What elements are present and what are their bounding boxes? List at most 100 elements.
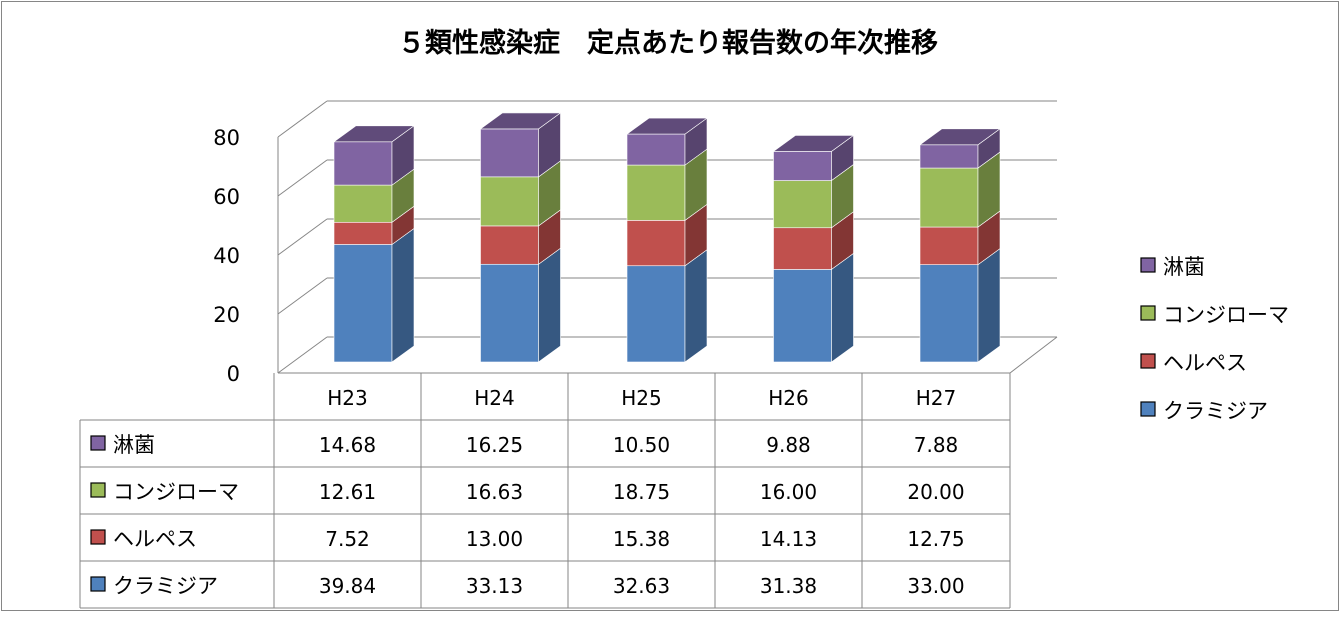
bar-segment-H24-1 [480,209,561,265]
table-cell: 15.38 [613,527,670,551]
legend-key [1140,401,1156,417]
bar-segment-H25-2 [626,148,708,221]
bar-front [919,226,979,265]
bar-front [626,133,686,166]
bar-side [538,247,561,363]
table-series-label: クラミジア [113,574,218,598]
legend-key [1140,353,1156,369]
table-cell: 12.61 [319,480,376,504]
side-gridline [277,100,328,138]
side-gridline [277,336,328,374]
table-cell: 14.68 [319,433,376,457]
legend-key [1140,257,1156,273]
x-tick-label: H24 [474,386,515,410]
bar-front [626,265,686,363]
bar-front [480,176,539,227]
bar-front [773,269,832,363]
x-tick-label: H25 [621,386,662,410]
side-gridline [277,218,328,256]
bar-segment-H27-1 [919,210,1001,266]
bar-side [684,249,708,363]
y-tick-label: 60 [213,185,240,209]
table-legend-key [90,529,106,545]
y-tick-label: 0 [227,362,240,386]
bar-segment-H23-1 [333,205,415,246]
bar-segment-H27-2 [919,151,1001,228]
legend-label: クラミジア [1163,399,1268,423]
bar-segment-H24-3 [479,112,562,178]
bar-segment-H25-3 [626,117,708,166]
bar-segment-H23-3 [333,125,415,186]
y-tick-label: 20 [213,303,240,327]
bar-segment-H25-0 [626,249,708,363]
table-legend-key [90,482,106,498]
bar-front [773,151,832,181]
x-tick-label: H23 [327,386,368,410]
x-tick-label: H26 [768,386,809,410]
bar-side [831,252,854,363]
table-cell: 13.00 [466,527,523,551]
bar-front [773,180,832,229]
table-cell: 33.13 [466,574,523,598]
bar-segment-H23-0 [333,227,415,363]
bar-front [480,263,539,363]
bar-front [333,221,393,245]
bar-top [479,112,562,130]
table-cell: 18.75 [613,480,670,504]
table-cell: 20.00 [907,480,964,504]
bar-side [977,248,1001,363]
bar-segment-H23-2 [333,168,415,223]
legend-label: ヘルペス [1163,351,1247,375]
bar-front [333,184,393,223]
bar-top [772,135,855,152]
table-cell: 14.13 [760,527,817,551]
bar-side [391,227,415,363]
table-cell: 32.63 [613,574,670,598]
side-gridline [277,159,328,197]
table-cell: 7.88 [914,433,959,457]
bar-segment-H27-3 [919,128,1001,169]
bar-front [626,220,686,267]
x-tick-label: H27 [916,386,957,410]
bar-segment-H24-0 [480,247,561,363]
table-cell: 33.00 [907,574,964,598]
bar-front [480,128,539,178]
table-cell: 10.50 [613,433,670,457]
bar-top [626,117,708,135]
bar-front [919,264,979,363]
table-legend-key [90,435,106,451]
table-cell: 16.25 [466,433,523,457]
legend-key [1140,305,1156,321]
table-series-label: コンジローマ [113,480,239,504]
table-legend-key [90,576,106,592]
bar-segment-H26-2 [773,163,854,229]
table-cell: 12.75 [907,527,964,551]
table-series-label: ヘルペス [113,527,197,551]
table-cell: 9.88 [766,433,811,457]
bar-segment-H26-3 [772,134,855,182]
table-cell: 39.84 [319,574,376,598]
bar-front [919,144,979,169]
table-cell: 16.63 [466,480,523,504]
legend-label: 淋菌 [1163,255,1205,279]
side-gridline [277,277,328,315]
bar-front [333,244,393,363]
bar-front [919,167,979,228]
bar-segment-H26-0 [773,252,854,363]
bar-top [333,125,415,143]
y-tick-label: 40 [213,244,240,268]
bar-segment-H25-1 [626,203,708,267]
table-series-label: 淋菌 [113,433,155,457]
bar-front [480,225,539,265]
y-tick-label: 80 [213,126,240,150]
bar-front [333,141,393,186]
chart-title: ５類性感染症 定点あたり報告数の年次推移 [398,27,938,59]
bar-top [919,128,1001,146]
bar-front [773,227,832,270]
bar-segment-H27-0 [919,248,1001,363]
legend-label: コンジローマ [1163,303,1289,327]
bar-segment-H26-1 [773,211,854,271]
table-cell: 31.38 [760,574,817,598]
table-cell: 7.52 [325,527,370,551]
